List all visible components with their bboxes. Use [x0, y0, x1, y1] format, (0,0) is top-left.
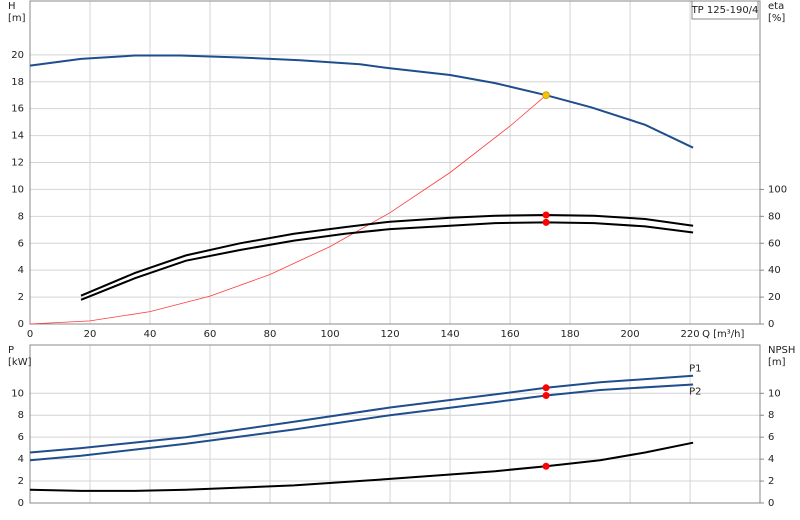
y2-tick-label: 0 — [768, 498, 774, 509]
y2-tick-label: 2 — [768, 476, 774, 487]
curve — [29, 441, 694, 492]
y-tick-label: 6 — [18, 432, 24, 443]
y2-axis-label: eta — [768, 1, 784, 12]
x-tick-label: 200 — [621, 329, 640, 340]
y2-tick-label: 0 — [768, 319, 774, 330]
y2-tick-label: 100 — [768, 184, 787, 195]
y-tick-label: 8 — [18, 211, 24, 222]
y-axis-unit: [kW] — [8, 357, 32, 368]
x-tick-label: 20 — [84, 329, 97, 340]
chart-title: TP 125-190/4 — [691, 5, 759, 16]
y-tick-label: 20 — [11, 50, 24, 61]
y2-axis-label: NPSH — [768, 345, 795, 356]
y-tick-label: 8 — [18, 410, 24, 421]
x-tick-label: 140 — [441, 329, 460, 340]
y-axis-label: H — [8, 1, 16, 12]
y-axis-unit: [m] — [8, 13, 26, 24]
x-tick-label: 220 — [681, 329, 700, 340]
curve — [80, 221, 694, 301]
x-tick-label: 40 — [144, 329, 157, 340]
x-tick-label: 160 — [501, 329, 520, 340]
curve — [29, 94, 547, 325]
x-tick-label: 80 — [264, 329, 277, 340]
y-tick-label: 14 — [11, 131, 24, 142]
x-tick-label: 120 — [381, 329, 400, 340]
y2-tick-label: 20 — [768, 292, 781, 303]
y2-tick-label: 4 — [768, 454, 774, 465]
y-tick-label: 16 — [11, 104, 24, 115]
y-tick-label: 12 — [11, 158, 24, 169]
y-tick-label: 0 — [18, 498, 24, 509]
y-tick-label: 18 — [11, 77, 24, 88]
x-tick-label: 60 — [204, 329, 217, 340]
operating-point — [542, 462, 550, 470]
y-tick-label: 6 — [18, 238, 24, 249]
x-tick-label: 180 — [561, 329, 580, 340]
y2-axis-unit: [m] — [768, 357, 786, 368]
curve — [29, 54, 694, 149]
y2-tick-label: 40 — [768, 265, 781, 276]
operating-point — [542, 218, 550, 226]
plot-area — [30, 345, 760, 503]
y-tick-label: 4 — [18, 265, 24, 276]
y-tick-label: 2 — [18, 292, 24, 303]
y-tick-label: 10 — [11, 184, 24, 195]
plot-frame — [29, 344, 761, 504]
y-tick-label: 2 — [18, 476, 24, 487]
x-axis-label: Q [m³/h] — [702, 329, 744, 340]
y2-tick-label: 10 — [768, 388, 781, 399]
curve — [80, 213, 694, 297]
y-axis-label: P — [8, 345, 14, 356]
y-tick-label: 4 — [18, 454, 24, 465]
legend-label: P1 — [689, 364, 701, 375]
x-tick-label: 100 — [320, 329, 339, 340]
y2-tick-label: 80 — [768, 211, 781, 222]
y-tick-label: 10 — [11, 388, 24, 399]
y-tick-label: 0 — [18, 319, 24, 330]
operating-point — [542, 91, 550, 100]
operating-point — [542, 391, 550, 399]
plot-frame — [29, 0, 761, 325]
curve — [29, 374, 694, 454]
curve — [29, 383, 694, 462]
title-box — [691, 0, 759, 20]
operating-point — [542, 211, 550, 219]
y2-tick-label: 6 — [768, 432, 774, 443]
y2-axis-unit: [%] — [768, 13, 785, 24]
x-tick-label: 0 — [27, 329, 33, 340]
y2-tick-label: 8 — [768, 410, 774, 421]
operating-point — [542, 384, 550, 392]
legend-label: P2 — [689, 387, 701, 398]
y2-tick-label: 60 — [768, 238, 781, 249]
